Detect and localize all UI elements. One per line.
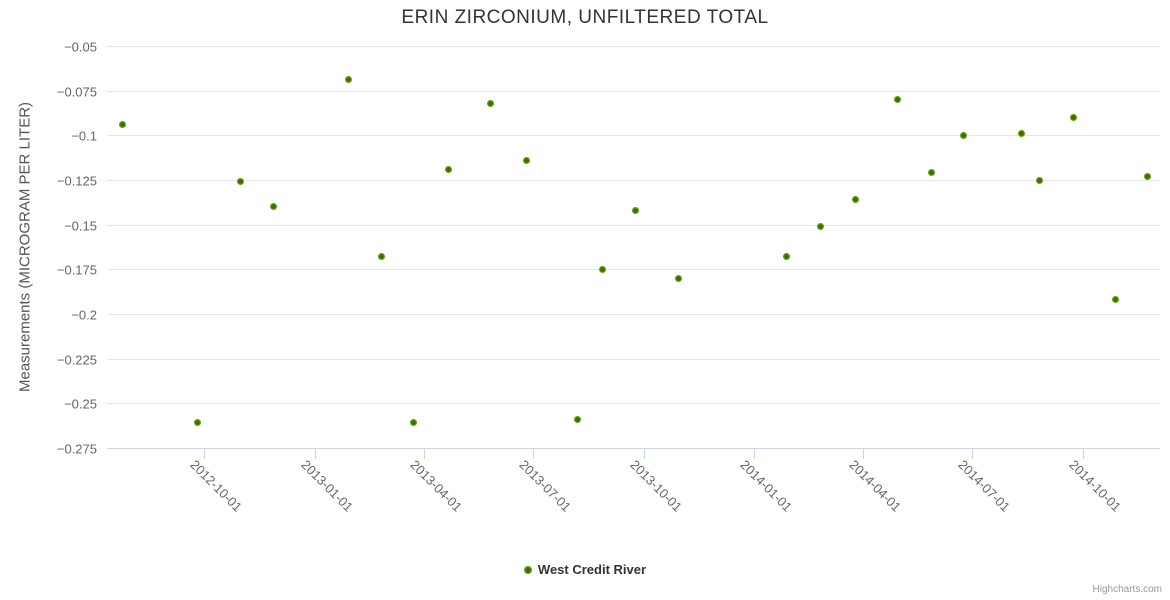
y-gridline — [107, 359, 1160, 360]
y-axis-tick-label: −0.1 — [71, 128, 97, 143]
x-axis-tick — [204, 449, 205, 459]
y-axis-tick-label: −0.225 — [56, 352, 97, 367]
data-point[interactable] — [1036, 176, 1044, 184]
x-axis-tick-label: 2014-07-01 — [955, 457, 1014, 515]
x-axis-tick — [533, 449, 534, 459]
x-axis-tick — [644, 449, 645, 459]
y-gridline — [107, 314, 1160, 315]
legend-label: West Credit River — [537, 562, 647, 577]
x-axis-tick-label: 2013-01-01 — [298, 457, 357, 515]
y-axis-tick-label: −0.175 — [56, 262, 97, 277]
legend-item-west-credit-river[interactable]: West Credit River — [0, 562, 1170, 577]
x-axis-tick-label: 2013-04-01 — [407, 457, 466, 515]
legend-marker-icon — [523, 565, 532, 574]
data-point[interactable] — [927, 169, 935, 177]
data-point[interactable] — [445, 165, 453, 173]
x-axis-tick-label: 2013-07-01 — [516, 457, 575, 515]
y-gridline — [107, 403, 1160, 404]
data-point[interactable] — [1018, 130, 1026, 138]
y-gridline — [107, 91, 1160, 92]
x-axis-tick — [972, 449, 973, 459]
y-gridline — [107, 135, 1160, 136]
data-point[interactable] — [237, 178, 245, 186]
chart-title: ERIN ZIRCONIUM, UNFILTERED TOTAL — [401, 7, 769, 28]
data-point[interactable] — [269, 203, 277, 211]
x-axis-tick — [315, 449, 316, 459]
y-axis-tick-label: −0.15 — [64, 218, 97, 233]
data-point[interactable] — [783, 253, 791, 261]
data-point[interactable] — [119, 121, 127, 129]
x-axis-line — [107, 448, 1160, 449]
x-axis-tick — [424, 449, 425, 459]
y-axis-tick-label: −0.2 — [71, 307, 97, 322]
data-point[interactable] — [1144, 172, 1152, 180]
highcharts-credits-link[interactable]: Highcharts.com — [1092, 584, 1162, 595]
data-point[interactable] — [345, 76, 353, 84]
y-gridline — [107, 269, 1160, 270]
x-axis-tick-label: 2014-01-01 — [737, 457, 796, 515]
x-axis-tick-label: 2013-10-01 — [627, 457, 686, 515]
y-axis-title-text: Measurements (MICROGRAM PER LITER) — [16, 101, 34, 393]
x-axis-tick-label: 2014-10-01 — [1066, 457, 1125, 515]
y-gridline — [107, 225, 1160, 226]
y-axis-tick-label: −0.125 — [56, 173, 97, 188]
data-point[interactable] — [852, 196, 860, 204]
data-point[interactable] — [410, 419, 418, 427]
data-point[interactable] — [675, 274, 683, 282]
y-axis-tick-label: −0.25 — [64, 396, 97, 411]
x-axis-tick — [863, 449, 864, 459]
data-point[interactable] — [817, 222, 825, 230]
data-point[interactable] — [894, 96, 902, 104]
data-point[interactable] — [523, 156, 531, 164]
x-axis-tick — [754, 449, 755, 459]
data-point[interactable] — [487, 99, 495, 107]
y-gridline — [107, 180, 1160, 181]
data-point[interactable] — [599, 265, 607, 273]
y-gridline — [107, 46, 1160, 47]
data-point[interactable] — [377, 253, 385, 261]
x-axis-tick-label: 2014-04-01 — [846, 457, 905, 515]
data-point[interactable] — [1111, 296, 1119, 304]
data-point[interactable] — [574, 415, 582, 423]
y-axis-tick-label: −0.075 — [56, 84, 97, 99]
x-axis-tick — [1083, 449, 1084, 459]
data-point[interactable] — [193, 419, 201, 427]
y-axis-tick-label: −0.05 — [64, 39, 97, 54]
data-point[interactable] — [631, 206, 639, 214]
data-point[interactable] — [960, 131, 968, 139]
x-axis-tick-label: 2012-10-01 — [187, 457, 246, 515]
y-axis-tick-label: −0.275 — [56, 441, 97, 456]
data-point[interactable] — [1069, 113, 1077, 121]
